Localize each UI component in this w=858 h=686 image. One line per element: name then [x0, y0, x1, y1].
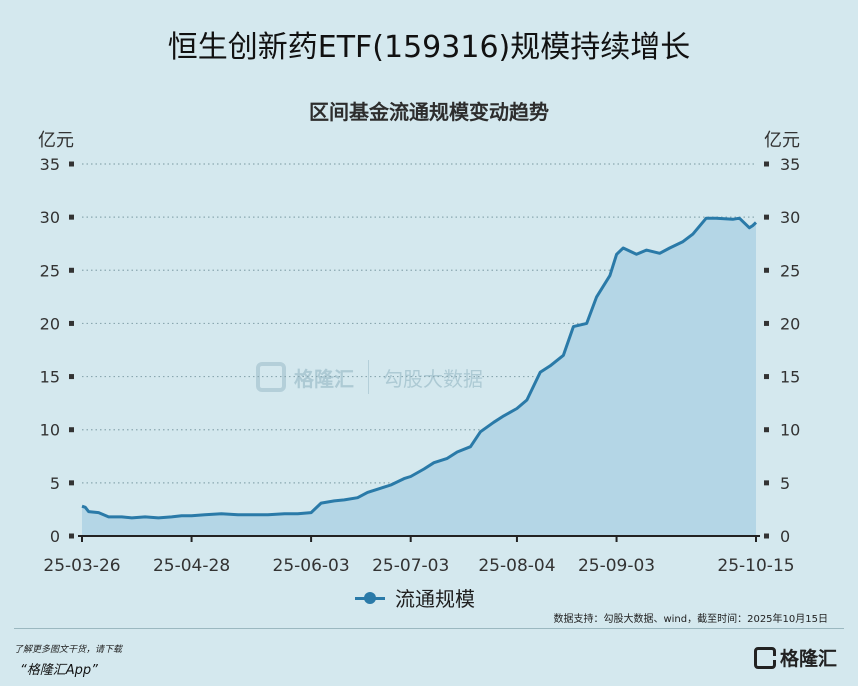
y-tick-mark-right [764, 480, 769, 486]
y-tick-label-right: 10 [780, 421, 800, 440]
y-tick-mark-right [764, 427, 769, 433]
y-unit-right: 亿元 [764, 130, 800, 151]
y-tick-label-left: 30 [40, 208, 60, 227]
y-tick-label-left: 25 [40, 261, 60, 280]
brand-logo: 格隆汇 [754, 644, 837, 671]
legend-line-marker [355, 591, 385, 604]
y-tick-label-left: 0 [50, 527, 60, 546]
y-tick-label-right: 0 [780, 527, 790, 546]
y-tick-mark-left [69, 374, 74, 380]
x-tick-label: 25-10-15 [717, 556, 794, 576]
y-tick-mark-left [69, 214, 74, 220]
y-tick-label-left: 5 [50, 474, 60, 493]
series-line-liutong-guimo [81, 216, 758, 520]
x-tick-label: 25-06-03 [273, 556, 350, 576]
x-tick-label: 25-09-03 [578, 556, 655, 576]
watermark-brand: 格隆汇 [294, 366, 354, 391]
y-tick-label-left: 10 [40, 421, 60, 440]
series-area [82, 218, 756, 536]
footer-promo-line: 了解更多图文干货，请下载 [14, 645, 123, 655]
y-tick-mark-left [69, 161, 74, 167]
page-title: 恒生创新药ETF(159316)规模持续增长 [167, 30, 691, 65]
y-tick-label-right: 15 [780, 368, 800, 387]
y-tick-mark-left [69, 533, 74, 539]
x-tick-label: 25-07-03 [372, 556, 449, 576]
chart-subtitle: 区间基金流通规模变动趋势 [309, 100, 549, 124]
footer-divider [14, 628, 844, 629]
logo-text: 格隆汇 [780, 648, 838, 670]
y-tick-mark-right [764, 214, 769, 220]
y-tick-label-left: 15 [40, 368, 60, 387]
legend-label: 流通规模 [395, 587, 475, 611]
y-tick-mark-left [69, 480, 74, 486]
y-tick-mark-right [764, 267, 769, 273]
source-note: 数据支持：勾股大数据、wind，截至时间：2025年10月15日 [553, 614, 828, 625]
y-tick-mark-left [69, 427, 74, 433]
y-tick-label-right: 35 [780, 155, 800, 174]
y-tick-mark-left [69, 320, 74, 326]
x-tick-label: 25-03-26 [43, 556, 120, 576]
legend: 流通规模 [355, 583, 475, 612]
y-tick-label-right: 5 [780, 474, 790, 493]
y-tick-label-left: 20 [40, 314, 60, 333]
watermark-divider [368, 360, 369, 394]
y-tick-mark-right [764, 374, 769, 380]
x-tick-label: 25-04-28 [153, 556, 230, 576]
y-tick-mark-right [764, 161, 769, 167]
y-tick-label-right: 20 [780, 314, 800, 333]
footer-app-name: “格隆汇App” [20, 663, 98, 678]
logo-icon [754, 646, 776, 669]
y-tick-label-right: 25 [780, 261, 800, 280]
x-tick-label: 25-08-04 [478, 556, 555, 576]
y-tick-mark-right [764, 533, 769, 539]
y-tick-mark-left [69, 267, 74, 273]
watermark-text: 勾股大数据 [383, 366, 483, 391]
y-tick-mark-right [764, 320, 769, 326]
y-tick-label-right: 30 [780, 208, 800, 227]
y-unit-left: 亿元 [38, 130, 74, 151]
y-tick-label-left: 35 [40, 155, 60, 174]
